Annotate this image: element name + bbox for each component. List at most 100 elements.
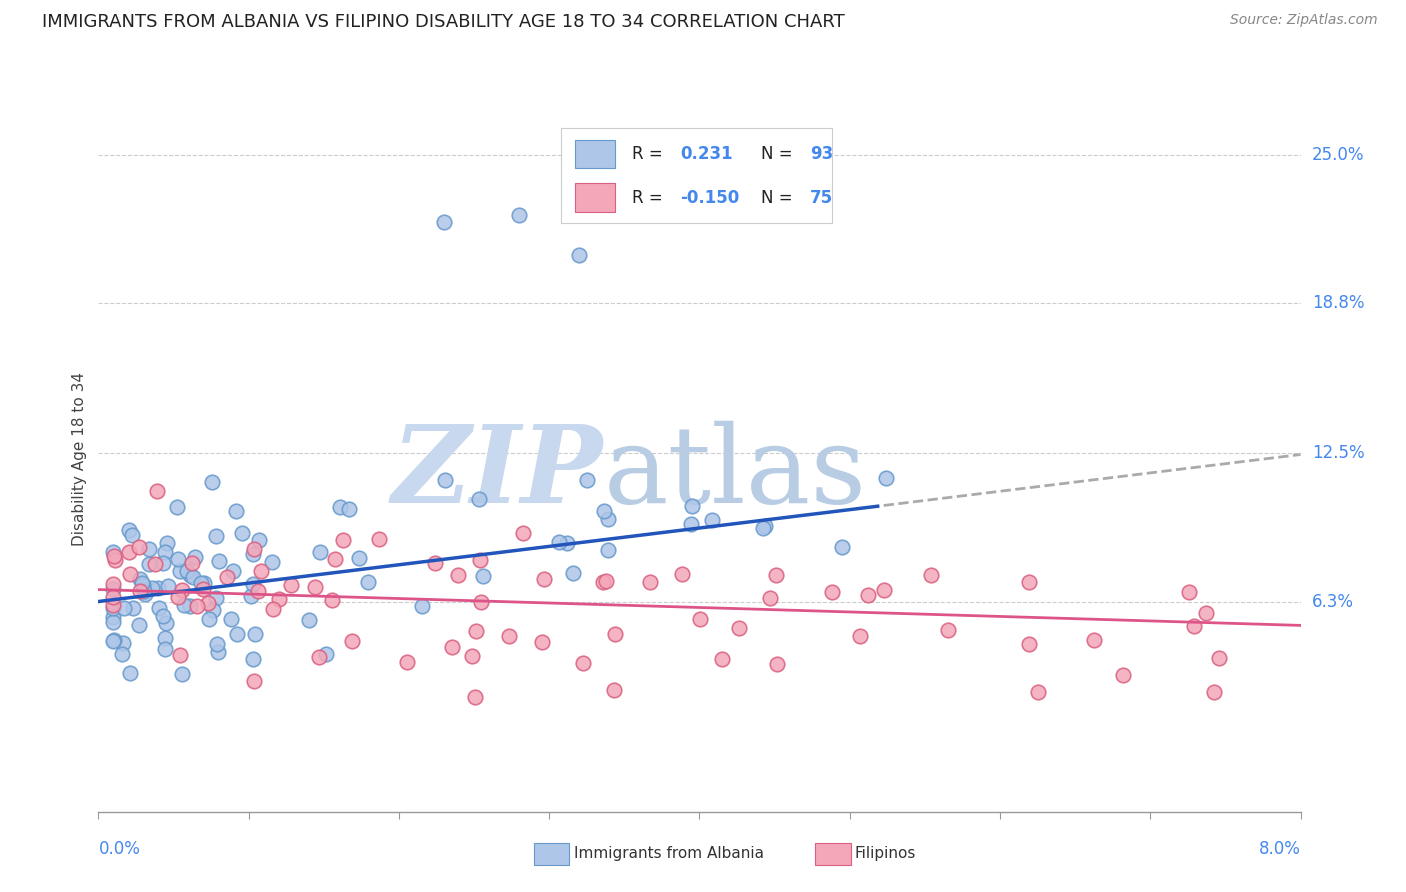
Point [596, 512, 619, 526]
Point [138, 541, 160, 556]
Point [759, 591, 782, 606]
Point [122, 601, 145, 615]
Point [1026, 685, 1049, 699]
Point [395, 655, 418, 669]
Point [821, 585, 844, 599]
Point [181, 556, 204, 570]
Point [242, 547, 264, 561]
Point [242, 576, 264, 591]
Point [222, 565, 245, 579]
Point [562, 566, 585, 581]
Point [754, 519, 776, 533]
Point [207, 645, 229, 659]
Point [118, 666, 141, 681]
Point [208, 554, 231, 568]
Point [141, 581, 163, 595]
Point [169, 564, 191, 578]
Point [242, 652, 264, 666]
Point [752, 521, 775, 535]
Point [152, 556, 174, 570]
Point [260, 555, 283, 569]
Point [531, 634, 554, 648]
Point [329, 500, 352, 514]
Point [155, 642, 177, 657]
Point [323, 551, 346, 566]
Point [205, 528, 228, 542]
Point [464, 690, 486, 705]
Point [193, 582, 215, 597]
Y-axis label: Disability Age 18 to 34: Disability Age 18 to 34 [72, 372, 87, 547]
Point [103, 545, 125, 559]
Point [471, 569, 494, 583]
Point [243, 542, 266, 557]
Point [765, 657, 787, 672]
Point [167, 590, 190, 604]
Text: 8.0%: 8.0% [1258, 840, 1301, 858]
Point [592, 575, 614, 590]
Point [186, 599, 208, 614]
Point [246, 584, 269, 599]
Point [117, 545, 139, 559]
Point [132, 577, 155, 591]
Text: ZIP: ZIP [392, 420, 603, 526]
Point [498, 629, 520, 643]
Point [603, 683, 626, 698]
Point [1208, 650, 1230, 665]
Point [765, 567, 787, 582]
Point [225, 504, 247, 518]
Point [221, 612, 243, 626]
Point [468, 553, 491, 567]
Point [548, 535, 571, 549]
Point [875, 471, 897, 485]
Point [728, 621, 751, 635]
Point [231, 526, 253, 541]
Point [173, 599, 195, 613]
Point [143, 557, 166, 571]
Point [1018, 575, 1040, 590]
Point [129, 583, 152, 598]
Point [131, 576, 153, 591]
Text: atlas: atlas [603, 421, 866, 526]
Point [411, 599, 433, 614]
Point [1202, 684, 1225, 698]
Point [936, 623, 959, 637]
Point [103, 598, 125, 612]
Point [533, 572, 555, 586]
Point [262, 601, 284, 615]
Point [575, 473, 598, 487]
Point [172, 666, 194, 681]
Point [179, 599, 201, 613]
Point [447, 568, 470, 582]
Point [638, 574, 661, 589]
Point [198, 612, 221, 626]
Point [129, 572, 152, 586]
Text: 6.3%: 6.3% [1312, 592, 1354, 610]
Point [849, 629, 872, 643]
Point [134, 587, 156, 601]
Point [103, 591, 125, 605]
Point [103, 601, 125, 615]
Point [104, 553, 127, 567]
Text: 12.5%: 12.5% [1312, 444, 1364, 462]
Point [134, 584, 156, 599]
Point [605, 627, 627, 641]
Point [700, 513, 723, 527]
Text: IMMIGRANTS FROM ALBANIA VS FILIPINO DISABILITY AGE 18 TO 34 CORRELATION CHART: IMMIGRANTS FROM ALBANIA VS FILIPINO DISA… [42, 13, 845, 31]
Point [595, 574, 617, 588]
Point [148, 581, 170, 595]
Point [598, 543, 620, 558]
Point [128, 617, 150, 632]
Point [138, 558, 160, 572]
Point [190, 576, 212, 591]
Text: 25.0%: 25.0% [1312, 145, 1364, 164]
Point [145, 483, 167, 498]
Point [201, 475, 224, 489]
Point [118, 567, 141, 582]
Point [166, 500, 188, 515]
Point [148, 600, 170, 615]
Point [110, 647, 132, 661]
Text: Source: ZipAtlas.com: Source: ZipAtlas.com [1230, 13, 1378, 28]
Point [205, 591, 228, 606]
Point [1182, 619, 1205, 633]
Point [568, 248, 591, 262]
